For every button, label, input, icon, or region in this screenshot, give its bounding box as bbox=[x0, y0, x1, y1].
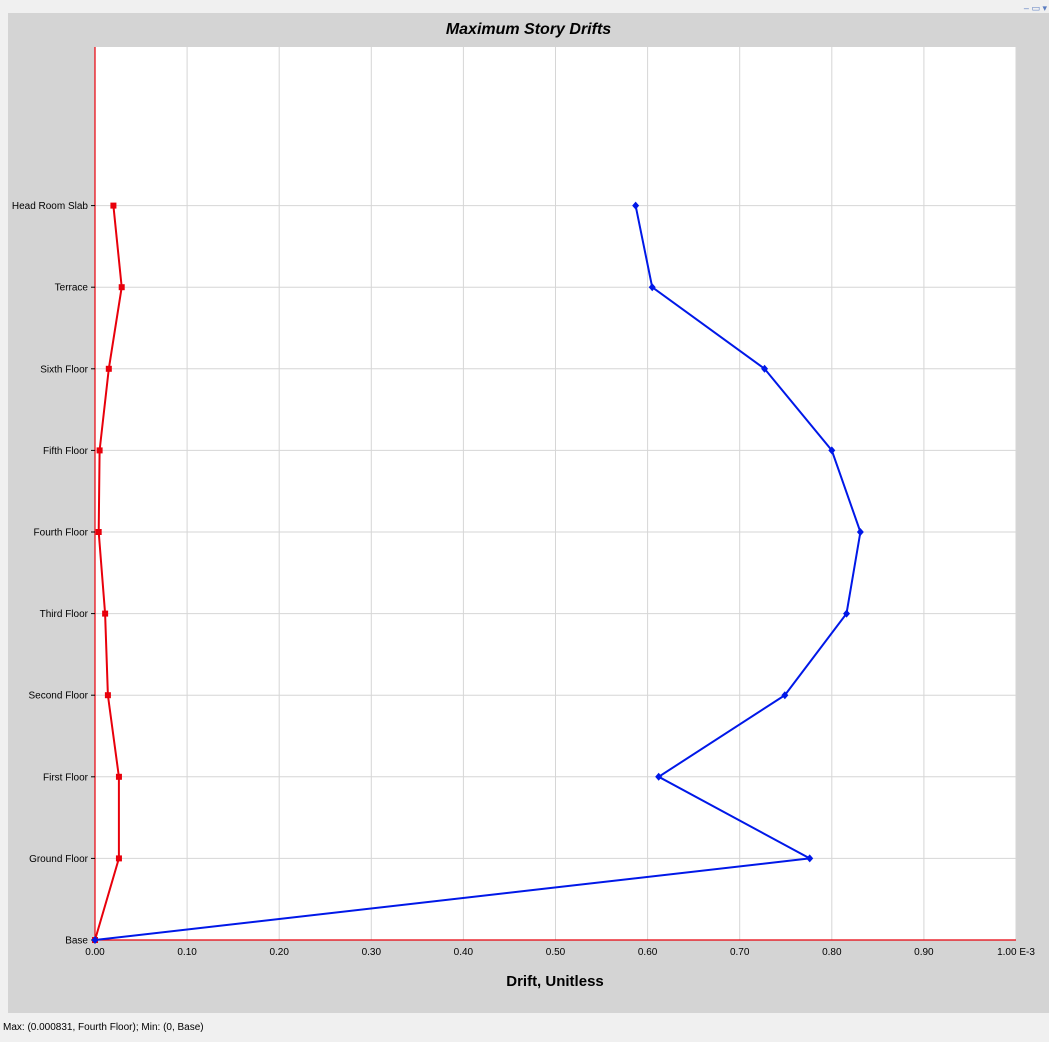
series-line bbox=[94, 205, 862, 941]
data-point bbox=[828, 446, 836, 455]
data-point bbox=[104, 692, 111, 699]
data-point bbox=[761, 364, 769, 373]
x-tick-label: 0.20 bbox=[269, 947, 289, 958]
window-controls[interactable]: ‒ ▭ ▾ bbox=[1024, 3, 1047, 13]
x-tick-label: 0.00 bbox=[85, 947, 105, 958]
y-tick-labels: Base Ground Floor First Floor Second Floor T… bbox=[12, 201, 95, 947]
x-tick-label: 0.50 bbox=[546, 947, 566, 958]
data-point bbox=[102, 610, 109, 617]
data-point bbox=[96, 447, 103, 454]
x-tick-label: 0.30 bbox=[362, 947, 382, 958]
data-point bbox=[91, 936, 99, 944]
series-line bbox=[94, 205, 123, 941]
data-point bbox=[118, 284, 125, 291]
status-bar: Max: (0.000831, Fourth Floor); Min: (0, … bbox=[0, 1013, 1049, 1042]
x-tick-label: 0.70 bbox=[730, 947, 750, 958]
data-point bbox=[806, 854, 814, 863]
series-layer bbox=[91, 201, 864, 944]
data-point bbox=[105, 365, 112, 372]
y-tick-label: Third Floor bbox=[40, 609, 89, 620]
x-tick-label: 0.40 bbox=[454, 947, 474, 958]
horizontal-gridlines bbox=[95, 205, 1016, 859]
story-drift-chart: 0.00 0.10 0.20 0.30 0.40 0.50 0.60 0.70 0.80 0.90… bbox=[12, 47, 1035, 990]
x-tick-label: 0.10 bbox=[177, 947, 197, 958]
y-tick-label: Ground Floor bbox=[29, 854, 89, 865]
vertical-gridlines bbox=[186, 47, 1017, 940]
window-icon[interactable]: ▭ bbox=[1031, 3, 1040, 13]
data-point bbox=[95, 529, 102, 535]
x-tick-label: 0.90 bbox=[914, 947, 934, 958]
data-point bbox=[856, 528, 864, 536]
y-tick-label: Sixth Floor bbox=[40, 364, 88, 375]
y-tick-label: Base bbox=[65, 936, 88, 947]
x-tick-label: 0.60 bbox=[638, 947, 658, 958]
data-point bbox=[110, 202, 117, 209]
data-point bbox=[843, 609, 851, 618]
data-point bbox=[648, 283, 656, 292]
y-tick-label: Terrace bbox=[55, 283, 89, 294]
x-tick-label: 1.00 E-3 bbox=[997, 947, 1035, 958]
y-tick-label: First Floor bbox=[43, 772, 89, 783]
y-tick-label: Fifth Floor bbox=[43, 446, 89, 457]
data-point bbox=[115, 773, 122, 780]
data-point bbox=[781, 691, 789, 700]
y-tick-label: Fourth Floor bbox=[34, 528, 89, 539]
data-point bbox=[115, 855, 122, 862]
data-point bbox=[655, 772, 663, 781]
x-tick-labels: 0.00 0.10 0.20 0.30 0.40 0.50 0.60 0.70 0.80 0.90… bbox=[85, 947, 1035, 958]
chart-title: Maximum Story Drifts bbox=[445, 21, 612, 38]
data-point bbox=[632, 201, 640, 210]
chevron-down-icon[interactable]: ▾ bbox=[1042, 3, 1047, 13]
y-tick-label: Second Floor bbox=[29, 691, 89, 702]
x-axis-label: Drift, Unitless bbox=[506, 973, 604, 990]
x-tick-label: 0.80 bbox=[822, 947, 842, 958]
y-tick-label: Head Room Slab bbox=[12, 201, 89, 212]
minimize-icon[interactable]: ‒ bbox=[1023, 3, 1029, 13]
